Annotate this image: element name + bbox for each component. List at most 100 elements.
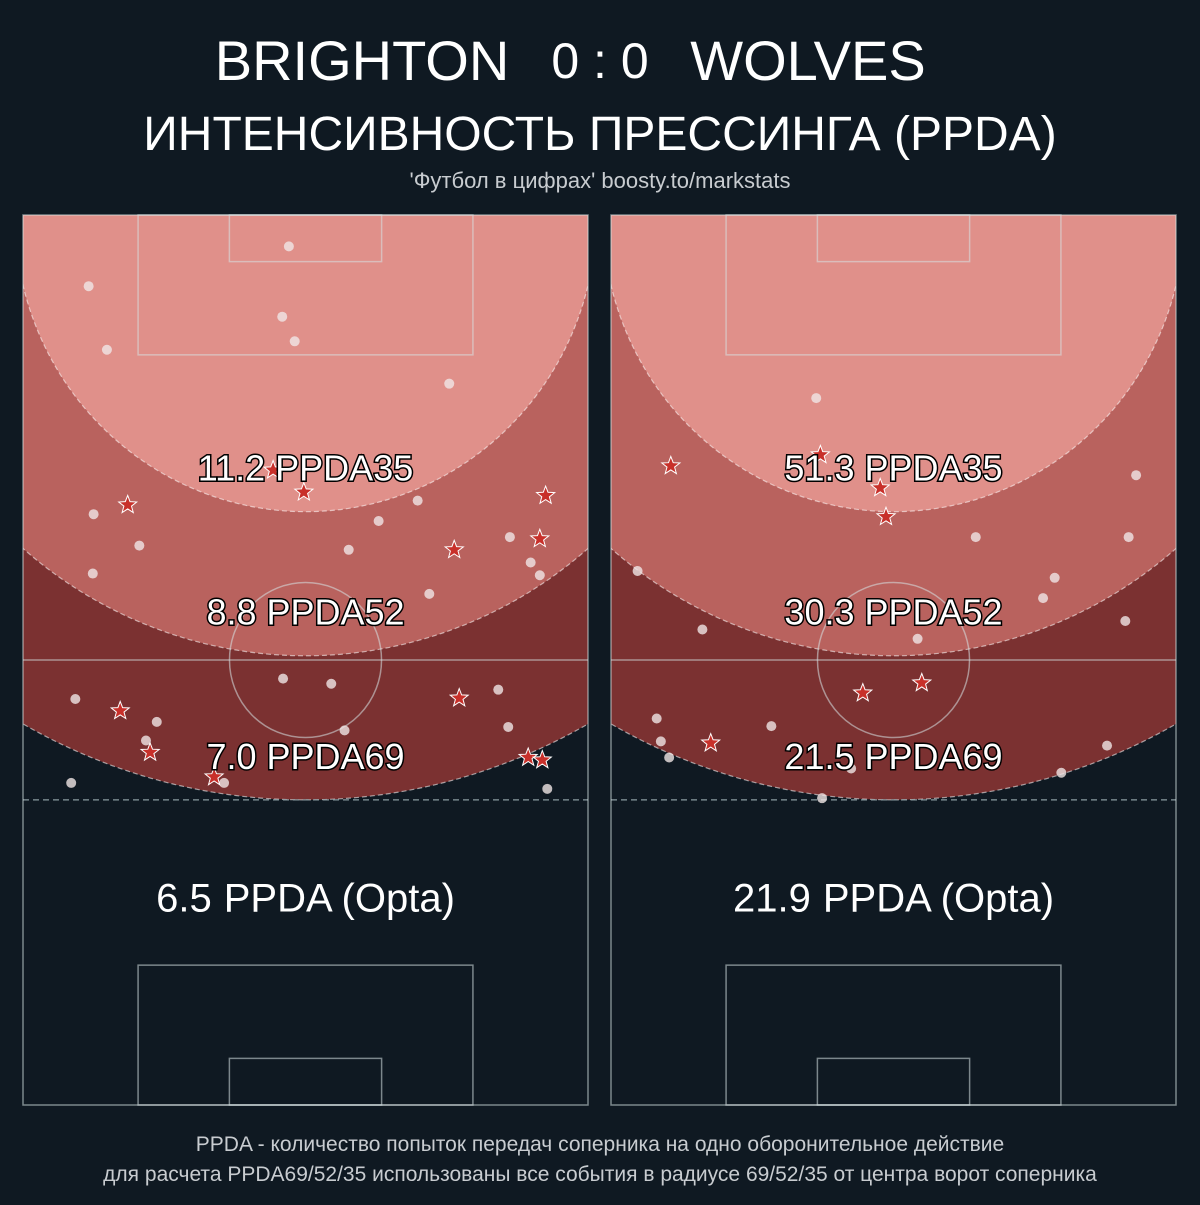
opponent-pass	[912, 633, 923, 644]
defensive-action	[443, 538, 465, 559]
opponent-pass	[632, 566, 643, 576]
pitch: 51.3 PPDA35 30.3 PPDA52 21.5 PPDA69 21.9 PPDA (…	[610, 214, 1177, 1106]
zone-label: 51.3 PPDA35	[784, 448, 1002, 489]
title: ИНТЕНСИВНОСТЬ ПРЕССИНГА (PPDA)	[143, 108, 1056, 161]
opponent-pass	[412, 495, 423, 506]
defensive-action	[809, 443, 831, 464]
ppda-zone: PPDA35	[865, 448, 1003, 489]
opponent-pass	[817, 793, 828, 804]
defensive-action	[852, 682, 874, 702]
opponent-pass	[373, 515, 384, 526]
defensive-action	[293, 481, 315, 502]
ppda-value: 11.2	[198, 448, 265, 489]
ppda-zone: PPDA69	[266, 736, 404, 777]
opponent-pass	[534, 570, 545, 581]
six-yard-box	[816, 214, 971, 263]
opponent-pass	[140, 735, 151, 746]
opponent-pass	[289, 336, 300, 347]
opponent-pass	[811, 393, 822, 404]
ppda-value: 7.0	[206, 736, 256, 777]
ppda-zone: PPDA69	[865, 736, 1003, 777]
defensive-action	[660, 454, 682, 475]
opponent-pass	[655, 736, 666, 747]
defensive-action	[117, 493, 139, 514]
opponent-pass	[664, 752, 675, 763]
opta-value: 6.5	[156, 876, 212, 920]
defensive-action	[529, 527, 551, 548]
opponent-pass	[1102, 740, 1113, 751]
zone-label: 8.8 PPDA52	[206, 592, 404, 633]
opponent-pass	[70, 693, 81, 704]
six-yard-box	[816, 1057, 971, 1106]
opponent-pass	[278, 673, 289, 684]
opta-label: 21.9 PPDA (Opta)	[733, 876, 1054, 920]
defensive-action	[875, 505, 897, 526]
opponent-pass	[134, 540, 145, 551]
footer-note: PPDA - количество попыток передач соперн…	[196, 1133, 1004, 1156]
opponent-pass	[1056, 767, 1067, 778]
defensive-action	[531, 749, 553, 769]
press-zone	[23, 215, 588, 513]
centre-circle	[816, 581, 971, 739]
opponent-pass	[697, 624, 708, 635]
footer-note: для расчета PPDA69/52/35 использованы вс…	[103, 1163, 1097, 1186]
opponent-pass	[283, 241, 294, 252]
opponent-pass	[83, 281, 94, 292]
source: 'Футбол в цифрах' boosty.to/markstats	[410, 168, 791, 193]
penalty-box	[725, 964, 1062, 1106]
opponent-pass	[87, 568, 98, 579]
opponent-pass	[542, 783, 553, 794]
zone-label: 11.2 PPDA35	[198, 448, 413, 489]
ppda-zone: PPDA52	[865, 592, 1003, 633]
ppda-value: 30.3	[784, 592, 854, 633]
centre-circle	[228, 581, 383, 739]
zone-label: 30.3 PPDA52	[784, 592, 1002, 633]
defensive-action	[700, 732, 722, 752]
defensive-action	[448, 687, 470, 707]
opponent-pass	[66, 777, 77, 788]
ppda-value: 51.3	[784, 448, 854, 489]
ppda-value: 21.5	[784, 736, 854, 777]
opta-name: PPDA (Opta)	[224, 876, 455, 920]
press-zone	[611, 215, 1176, 513]
away-team: WOLVES	[690, 29, 925, 92]
opponent-pass	[219, 777, 230, 788]
penalty-box	[137, 964, 474, 1106]
opponent-pass	[1123, 532, 1134, 543]
ppda-zone: PPDA35	[275, 448, 413, 489]
defensive-action	[869, 476, 891, 497]
score: 0 : 0	[551, 33, 648, 89]
defensive-action	[109, 699, 131, 720]
opta-label: 6.5 PPDA (Opta)	[156, 876, 455, 920]
opponent-pass	[525, 557, 536, 568]
opponent-pass	[444, 378, 455, 389]
six-yard-box	[228, 214, 383, 263]
opponent-pass	[504, 532, 515, 543]
opponent-pass	[503, 721, 514, 732]
pitch: 11.2 PPDA35 8.8 PPDA52 7.0 PPDA69 6.5 PPDA (Opt…	[22, 214, 589, 1106]
opponent-pass	[1120, 616, 1131, 627]
opponent-pass	[339, 725, 350, 736]
opponent-pass	[766, 721, 777, 732]
defensive-action	[139, 741, 161, 762]
defensive-action	[262, 459, 284, 479]
opponent-pass	[651, 713, 662, 724]
zone-label: 7.0 PPDA69	[206, 736, 404, 777]
opta-name: PPDA (Opta)	[823, 876, 1054, 920]
opta-value: 21.9	[733, 876, 811, 920]
opponent-pass	[1131, 470, 1142, 481]
opponent-pass	[970, 532, 981, 543]
zones	[23, 215, 588, 801]
defensive-action	[911, 671, 933, 692]
opponent-pass	[343, 544, 354, 555]
opponent-pass	[88, 509, 99, 520]
zones	[611, 215, 1176, 801]
defensive-action	[517, 746, 539, 767]
ppda-value: 8.8	[206, 592, 256, 633]
ppda-zone: PPDA52	[266, 592, 404, 633]
opponent-pass	[1038, 593, 1049, 604]
opponent-pass	[1049, 572, 1060, 583]
defensive-action	[535, 484, 557, 505]
